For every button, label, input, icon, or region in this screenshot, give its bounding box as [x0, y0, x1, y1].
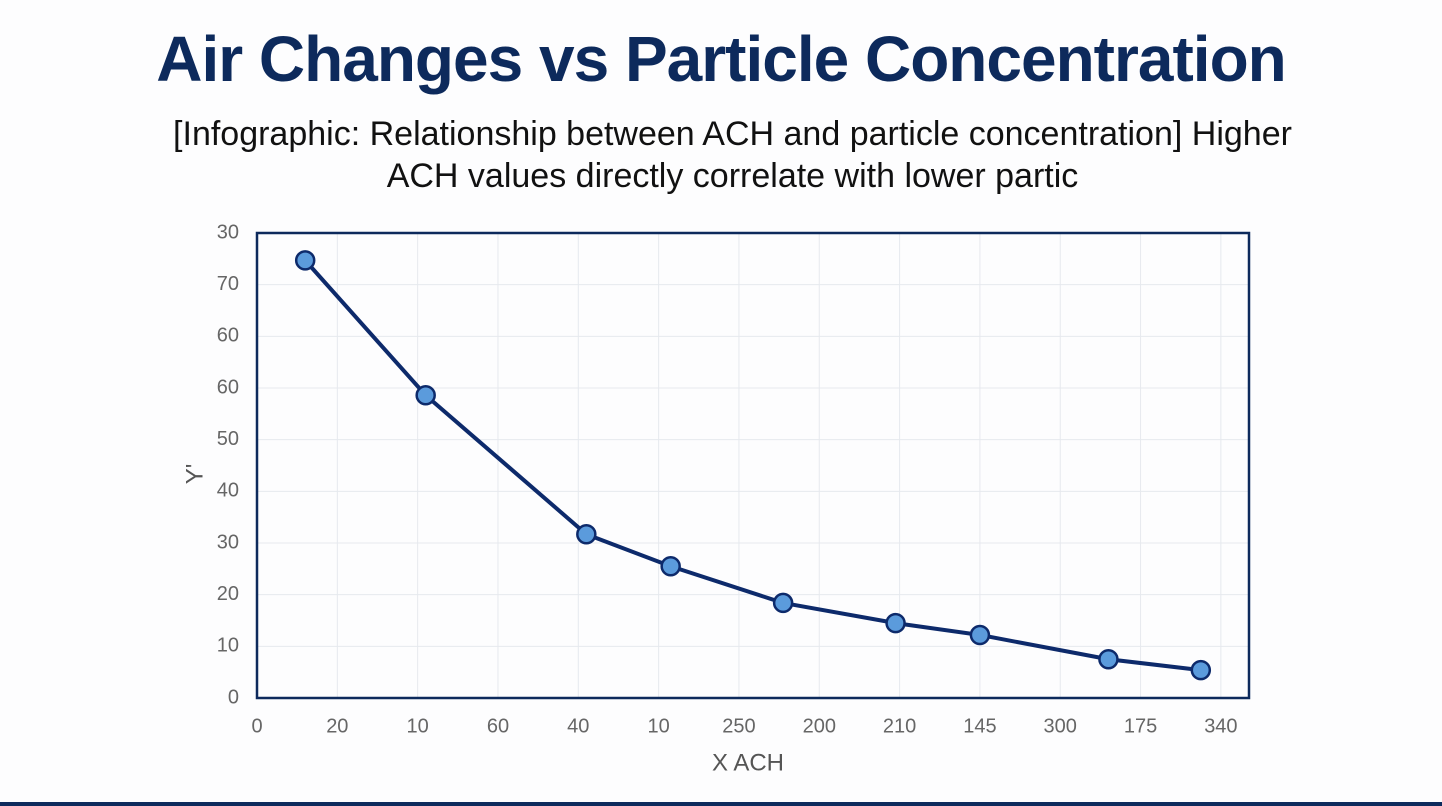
- y-axis-label: Y': [181, 464, 208, 485]
- y-tick-label: 10: [217, 635, 239, 657]
- y-tick-label: 30: [217, 531, 239, 553]
- x-tick-label: 210: [883, 715, 916, 737]
- x-tick-label: 40: [567, 715, 589, 737]
- x-tick-label: 10: [647, 715, 669, 737]
- y-tick-label: 0: [228, 686, 239, 708]
- y-tick-label: 70: [217, 273, 239, 295]
- data-line: [303, 259, 1202, 673]
- data-point: [772, 592, 794, 614]
- x-tick-label: 250: [722, 715, 755, 737]
- data-point: [1190, 659, 1212, 681]
- x-tick-label: 0: [251, 715, 262, 737]
- y-tick-label: 60: [217, 376, 239, 398]
- data-point: [415, 384, 436, 406]
- x-tick-label: 200: [803, 715, 836, 737]
- data-point: [969, 624, 991, 646]
- x-tick-label: 10: [407, 715, 429, 737]
- y-tick-label: 50: [217, 428, 239, 450]
- x-tick-label: 20: [326, 715, 348, 737]
- x-tick-label: 175: [1124, 715, 1157, 737]
- data-point: [885, 612, 906, 634]
- data-point: [1098, 649, 1119, 670]
- data-point: [294, 250, 316, 271]
- x-tick-label: 340: [1204, 715, 1237, 737]
- y-tick-label: 30: [217, 221, 239, 243]
- x-tick-label: 60: [487, 715, 509, 737]
- plot-frame: [255, 231, 1251, 700]
- y-tick-label: 40: [217, 480, 239, 502]
- y-tick-label: 60: [217, 325, 239, 347]
- chart-title: Air Changes vs Particle Concentration: [156, 23, 1287, 95]
- chart-subtitle: [Infographic: Relationship between ACH a…: [173, 115, 1292, 195]
- data-point: [660, 556, 681, 577]
- x-tick-label: 145: [963, 715, 996, 737]
- x-axis-label: X ACH: [712, 749, 784, 776]
- y-tick-label: 20: [217, 583, 239, 605]
- x-tick-label: 300: [1044, 715, 1077, 737]
- data-point: [576, 523, 597, 545]
